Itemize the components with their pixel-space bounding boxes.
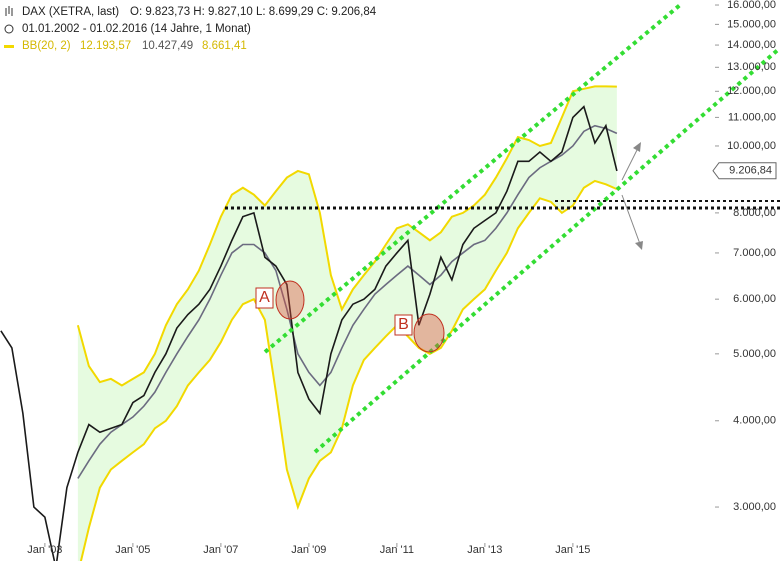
label-box [394, 314, 413, 336]
y-tick-label: 7.000,00 [733, 247, 776, 259]
bb-value: 8.661,41 [202, 40, 247, 52]
x-tick-label: Jan '05 [115, 544, 150, 556]
y-tick-label: 16.000,00 [727, 0, 776, 11]
price-tag [712, 162, 777, 180]
x-tick-label: Jan '09 [291, 544, 326, 556]
header-bg [0, 0, 420, 54]
y-tick-label: 13.000,00 [727, 61, 776, 73]
y-tick-label: 14.000,00 [727, 39, 776, 51]
y-tick-label: 8.000,00 [733, 207, 776, 219]
icon [5, 6, 13, 16]
label-box [255, 287, 274, 309]
title: DAX (XETRA, last) [22, 6, 119, 18]
y-tick-label: 5.000,00 [733, 348, 776, 360]
band-area [77, 86, 617, 561]
y-tick-label: 4.000,00 [733, 415, 776, 427]
arrow [621, 194, 641, 245]
y-tick-label: 11.000,00 [728, 111, 776, 123]
y-tick-label: 3.000,00 [733, 501, 776, 513]
y-tick-label: 12.000,00 [727, 85, 776, 97]
x-tick-label: Jan '15 [555, 544, 590, 556]
ohlc: O: 9.823,73 H: 9.827,10 L: 8.699,29 C: 9… [130, 6, 377, 18]
x-tick-label: Jan '07 [203, 544, 238, 556]
annotation: B [398, 316, 409, 333]
y-tick-label: 6.000,00 [733, 293, 776, 305]
trend-line [313, 46, 780, 454]
y-tick-label: 10.000,00 [727, 140, 776, 152]
x-tick-label: Jan '11 [380, 544, 414, 556]
band-line [76, 85, 617, 387]
series-line [77, 124, 618, 479]
plot-group [0, 85, 618, 561]
bb-value: 12.193,57 [80, 40, 131, 52]
marker-circle [275, 280, 305, 320]
band-line [79, 179, 618, 561]
arrow [621, 147, 639, 181]
x-tick-label: Jan '03 [27, 544, 62, 556]
marker-circle [413, 313, 445, 353]
price-label: 9.206,84 [729, 165, 772, 177]
icon [4, 24, 14, 34]
annotation: A [259, 289, 270, 306]
icon [4, 45, 14, 48]
band-fill-group [77, 86, 617, 561]
bb-label: BB(20, 2) [22, 40, 71, 52]
trend-line [263, 3, 682, 354]
arrow-head [633, 142, 641, 152]
series-line [0, 105, 618, 561]
arrow-head [635, 241, 643, 250]
bb-value: 10.427,49 [142, 40, 193, 52]
y-tick-label: 15.000,00 [727, 18, 776, 30]
x-tick-label: Jan '13 [467, 544, 502, 556]
subtitle: 01.01.2002 - 01.02.2016 (14 Jahre, 1 Mon… [22, 23, 251, 35]
